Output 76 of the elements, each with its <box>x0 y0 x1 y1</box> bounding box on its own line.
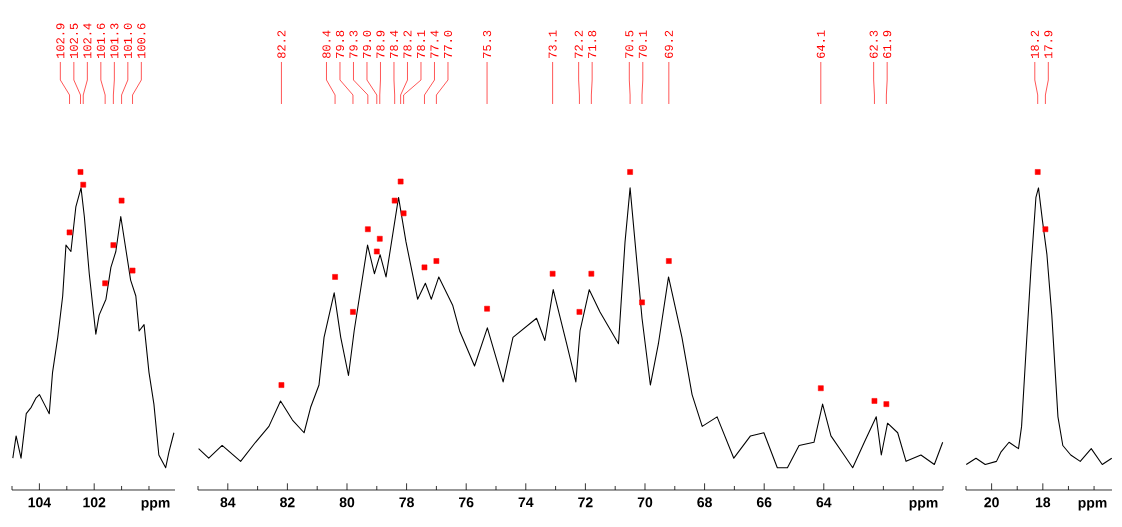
annotation: 70.5 <box>625 30 634 58</box>
point <box>118 197 125 204</box>
x-tick-label: 78 <box>399 497 414 508</box>
point <box>373 248 380 255</box>
annotation: 78.9 <box>376 30 385 58</box>
point <box>549 270 556 277</box>
point <box>484 305 490 312</box>
annotation: 78.2 <box>403 30 412 58</box>
annotation: 72.2 <box>574 30 583 58</box>
annotation: 101.6 <box>96 23 105 58</box>
annotation: 78.4 <box>389 30 399 58</box>
annotation: 70.1 <box>638 30 647 58</box>
x-axis-title: ppm <box>909 500 938 511</box>
x-axis-title: ppm <box>141 500 170 511</box>
annotation: 75.3 <box>482 30 492 58</box>
annotation: 80.4 <box>322 30 331 59</box>
point <box>350 309 356 315</box>
annotation: 79.8 <box>335 30 345 58</box>
x-tick-label: 68 <box>697 497 712 508</box>
point <box>397 178 404 185</box>
x-tick-label: 70 <box>637 497 653 508</box>
x-tick-label: 18 <box>1035 497 1051 508</box>
annotation: 79.3 <box>349 30 358 58</box>
annotation: 77.4 <box>430 30 439 58</box>
annotation: 101.3 <box>110 23 119 58</box>
annotation: 102.9 <box>56 23 65 58</box>
point <box>278 382 285 388</box>
annotation: 73.1 <box>548 30 557 58</box>
point <box>871 398 878 404</box>
point <box>80 181 87 188</box>
point <box>332 274 338 280</box>
annotation: 82.2 <box>277 30 286 59</box>
x-tick-label: 76 <box>459 497 474 508</box>
x-axis-title: ppm <box>1078 500 1107 511</box>
annotation: 102.4 <box>83 23 92 58</box>
annotation: 100.6 <box>137 23 146 58</box>
annotation: 79.0 <box>362 30 372 58</box>
x-tick-label: 20 <box>984 497 999 508</box>
annotation: 61.9 <box>883 30 892 58</box>
x-tick-label: 82 <box>280 497 295 508</box>
x-tick-label: 102 <box>83 497 106 508</box>
point <box>129 267 136 274</box>
point <box>102 280 108 287</box>
annotation: 101.0 <box>123 23 132 58</box>
x-tick-label: 84 <box>220 497 236 508</box>
point <box>576 309 583 315</box>
point <box>421 264 428 271</box>
point <box>627 169 633 175</box>
annotation: 69.2 <box>664 30 673 58</box>
point <box>639 299 645 306</box>
point <box>365 226 371 233</box>
point <box>77 169 84 175</box>
point <box>818 385 824 392</box>
point <box>376 235 383 242</box>
point <box>666 258 672 264</box>
x-tick-label: 66 <box>756 497 772 508</box>
x-tick-label: 64 <box>816 497 832 508</box>
point <box>883 401 890 407</box>
point <box>588 270 595 277</box>
annotation: 78.1 <box>416 30 426 58</box>
point <box>66 229 73 236</box>
point <box>391 197 398 204</box>
annotation: 64.1 <box>816 30 825 58</box>
x-tick-label: 104 <box>28 497 51 508</box>
annotation: 18.2 <box>1030 30 1039 58</box>
point <box>433 258 440 264</box>
point <box>110 242 117 248</box>
point <box>400 210 407 217</box>
x-tick-label: 72 <box>578 497 593 508</box>
annotation: 62.3 <box>869 30 878 58</box>
annotation: 71.8 <box>588 30 597 58</box>
annotation: 17.9 <box>1044 30 1053 58</box>
x-tick-label: 80 <box>339 497 355 508</box>
annotation: 102.5 <box>69 23 78 58</box>
x-tick-label: 74 <box>518 497 534 507</box>
annotation: 77.0 <box>443 30 453 58</box>
